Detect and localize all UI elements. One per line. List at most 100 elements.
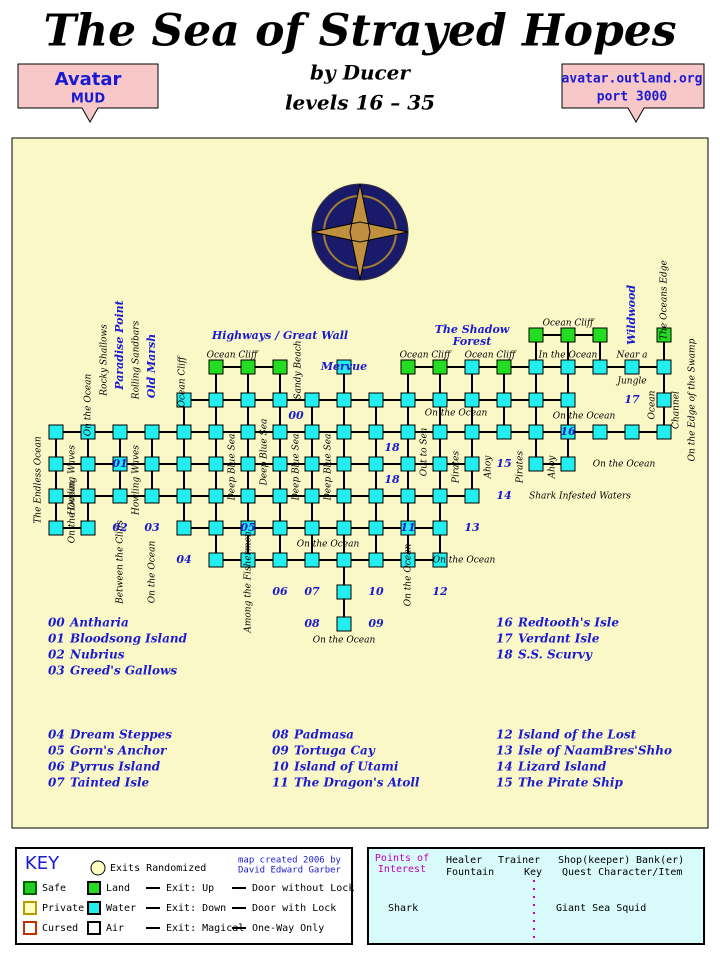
- label: Bloodsong Island: [69, 632, 188, 646]
- room: [432, 520, 448, 536]
- label: 13: [464, 521, 480, 534]
- label: Exit: Up: [166, 883, 214, 894]
- label: Giant Sea Squid: [556, 903, 646, 914]
- label: On the Ocean: [68, 481, 78, 544]
- badge-right: [561, 63, 705, 124]
- room: [304, 392, 320, 408]
- label: Verdant Isle: [518, 632, 600, 646]
- room: [208, 520, 224, 536]
- label: Trainer: [498, 855, 540, 866]
- room: [240, 359, 256, 375]
- compass: [311, 183, 409, 281]
- label: 00: [288, 409, 304, 422]
- room: [176, 488, 192, 504]
- label: Quest Character/Item: [562, 867, 682, 878]
- label: Shark Infested Waters: [529, 492, 631, 502]
- key-panel: [15, 847, 353, 945]
- label: On the Ocean: [404, 544, 414, 607]
- label: Highways / Great Wall: [211, 329, 348, 342]
- label: 11: [272, 776, 289, 790]
- room: [304, 552, 320, 568]
- label: 00: [48, 616, 65, 630]
- label: On the Ocean: [313, 636, 376, 646]
- room: [48, 488, 64, 504]
- label: Ocean Cliff: [178, 355, 188, 407]
- label: Wildwood: [625, 285, 638, 345]
- label: Old Marsh: [145, 334, 158, 399]
- label: 06: [272, 585, 288, 598]
- room: [464, 392, 480, 408]
- label: Healer: [446, 855, 482, 866]
- room: [496, 392, 512, 408]
- room: [304, 456, 320, 472]
- label: 07: [48, 776, 65, 790]
- label: 07: [304, 585, 320, 598]
- label: Between the Cliffs: [116, 520, 126, 605]
- room: [368, 456, 384, 472]
- label: KEY: [25, 853, 60, 874]
- label: Fountain: [446, 867, 494, 878]
- label: Channel: [672, 391, 682, 429]
- room: [656, 359, 672, 375]
- label: Out to Sea: [420, 428, 430, 476]
- label: Key: [524, 867, 542, 878]
- room: [272, 392, 288, 408]
- room: [304, 488, 320, 504]
- room: [400, 424, 416, 440]
- room: [240, 456, 256, 472]
- label: Antharia: [69, 616, 129, 630]
- swatch: [87, 901, 101, 915]
- room: [112, 424, 128, 440]
- room: [528, 359, 544, 375]
- room: [176, 456, 192, 472]
- label: Forest: [452, 335, 492, 348]
- label: 04: [176, 553, 191, 566]
- swatch: [23, 881, 37, 895]
- label: 16: [496, 616, 513, 630]
- label: 09: [368, 617, 384, 630]
- room: [336, 584, 352, 600]
- label: 16: [560, 425, 576, 438]
- label: On the Edge of the Swamp: [688, 338, 698, 461]
- label: 06: [48, 760, 65, 774]
- label: Among the Fishermen: [244, 531, 254, 633]
- label: Greed's Gallows: [70, 664, 177, 678]
- label: Island of the Lost: [517, 728, 637, 742]
- room: [112, 456, 128, 472]
- label: Howling Waves: [68, 445, 78, 516]
- label: Air: [106, 923, 124, 934]
- room: [208, 456, 224, 472]
- label: 17: [496, 632, 513, 646]
- room: [336, 616, 352, 632]
- room: [144, 488, 160, 504]
- room: [48, 520, 64, 536]
- label: Ahoy: [484, 455, 494, 480]
- swatch: [23, 921, 37, 935]
- label: The Oceans Edge: [660, 260, 670, 340]
- room: [240, 392, 256, 408]
- label: Interest: [378, 864, 426, 875]
- room: [80, 424, 96, 440]
- room: [272, 456, 288, 472]
- badge-left: [17, 63, 159, 124]
- room: [336, 488, 352, 504]
- label: Mervue: [320, 360, 367, 373]
- room: [240, 520, 256, 536]
- label: Ocean Cliff: [400, 351, 452, 361]
- label: On the Ocean: [297, 540, 360, 550]
- label: avatar.outland.org: [562, 72, 703, 87]
- label: 02: [112, 521, 128, 534]
- label: Gorn's Anchor: [70, 744, 168, 758]
- room: [144, 424, 160, 440]
- label: Nubrius: [69, 648, 125, 662]
- room: [176, 520, 192, 536]
- label: 15: [496, 457, 511, 470]
- label: Rocky Shallows: [100, 324, 110, 397]
- label: The Shadow: [435, 323, 510, 336]
- room: [48, 456, 64, 472]
- room: [560, 456, 576, 472]
- room: [208, 392, 224, 408]
- label: Dream Steppes: [69, 728, 172, 742]
- room: [368, 392, 384, 408]
- label: Tortuga Cay: [294, 744, 376, 758]
